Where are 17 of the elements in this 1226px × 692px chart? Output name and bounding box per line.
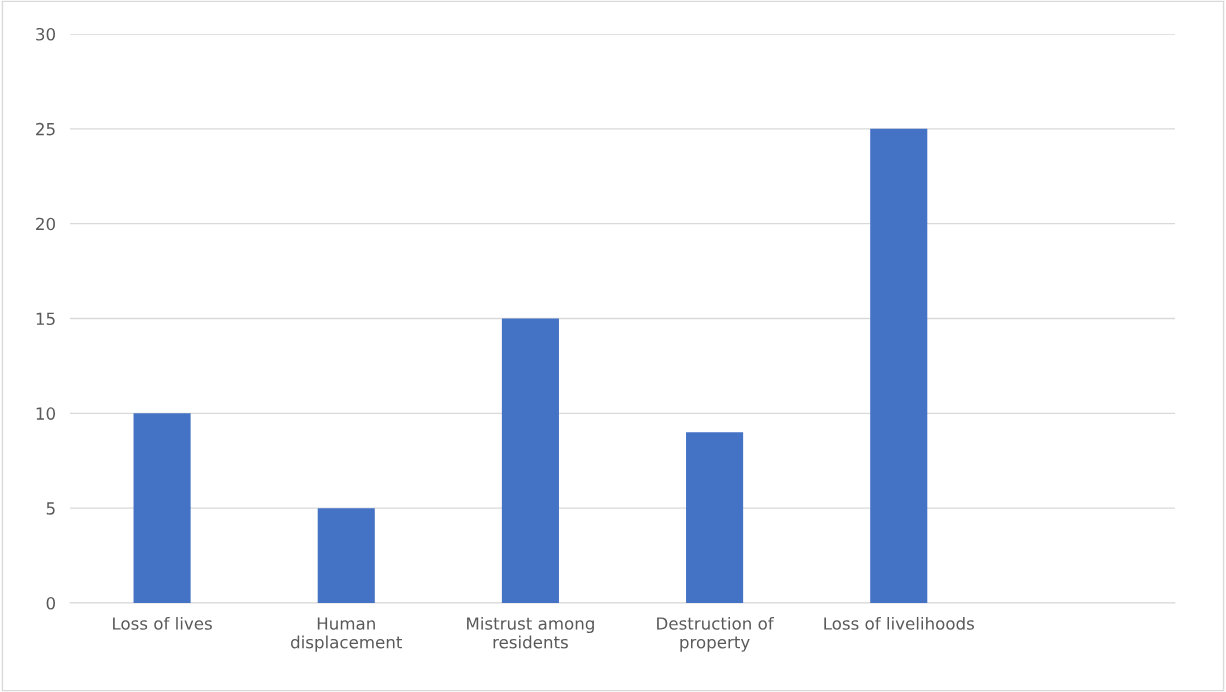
y-tick-label: 25 — [36, 122, 55, 136]
bar — [133, 413, 191, 603]
bar — [317, 508, 375, 603]
y-tick-label: 20 — [36, 217, 55, 231]
y-tick-label: 0 — [46, 596, 55, 610]
x-tick-label: Loss of livelihoods — [824, 616, 974, 630]
x-tick-label: Mistrust among residents — [467, 616, 594, 649]
y-tick-label: 5 — [46, 502, 55, 515]
bar — [870, 128, 928, 603]
y-tick-label: 15 — [36, 312, 55, 326]
y-tick-label: 10 — [36, 407, 55, 420]
bar — [686, 432, 744, 603]
x-tick-label: Loss of lives — [113, 616, 212, 630]
bar — [501, 318, 559, 603]
x-tick-label: Human displacement — [291, 617, 403, 652]
x-tick-label: Destruction of property — [657, 616, 774, 652]
y-tick-label: 30 — [36, 27, 55, 41]
